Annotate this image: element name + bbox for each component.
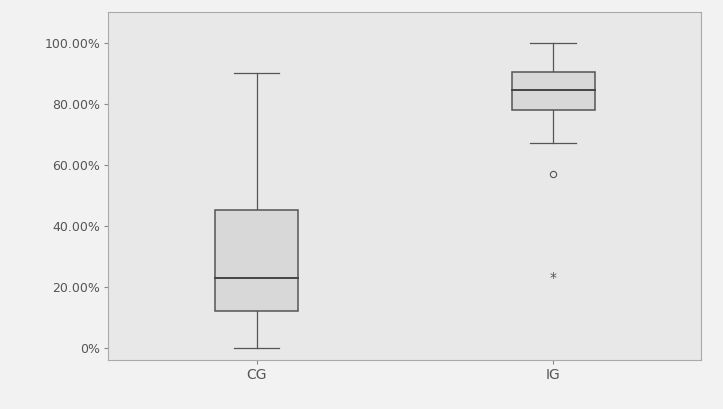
Bar (512, 72, 594, 110)
Text: *: * (549, 271, 557, 285)
Bar (215, 211, 298, 311)
